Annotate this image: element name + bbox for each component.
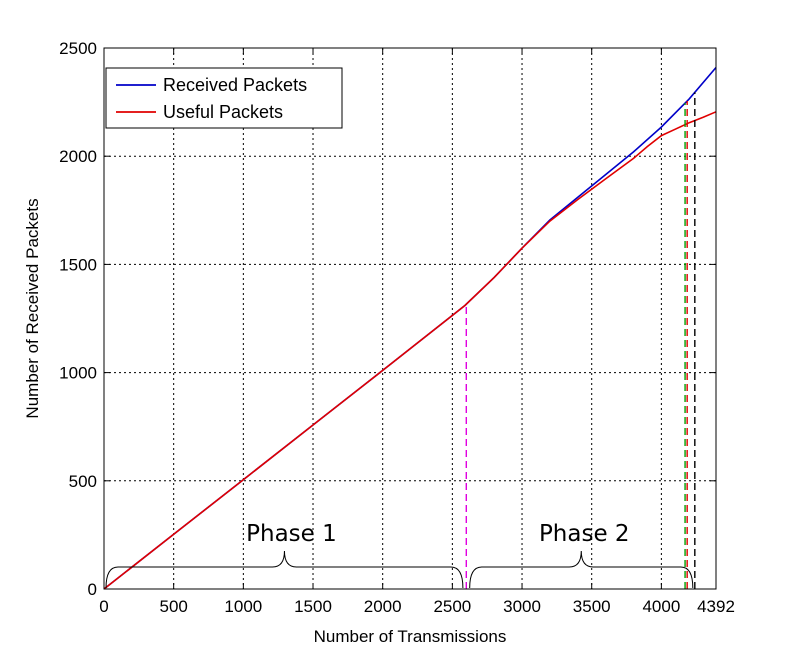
x-tick-label: 2500 (433, 597, 471, 616)
phase-label: Phase 2 (539, 521, 630, 547)
y-tick-layer: 0 500 1000 1500 2000 2500 (59, 39, 716, 599)
y-tick-label: 0 (88, 580, 97, 599)
x-tick-label: 3000 (503, 597, 541, 616)
legend-label: Received Packets (163, 75, 307, 95)
y-tick-label: 1500 (59, 255, 97, 274)
x-tick-layer: 0 500 1000 1500 2000 2500 3000 3500 4000 4392 (99, 48, 735, 616)
x-axis-title: Number of Transmissions (314, 627, 507, 646)
phase-brace (469, 550, 694, 589)
x-tick-label: 4392 (697, 597, 735, 616)
y-tick-label: 500 (69, 472, 97, 491)
x-tick-label: 4000 (642, 597, 680, 616)
vertical-marker-layer (465, 92, 696, 589)
series-line-useful-packets (103, 111, 717, 590)
y-tick-label: 1000 (59, 364, 97, 383)
x-tick-label: 3500 (573, 597, 611, 616)
y-axis-title: Number of Received Packets (23, 198, 42, 418)
annotation-layer: Phase 1 Phase 2 (105, 521, 694, 589)
y-tick-label: 2500 (59, 39, 97, 58)
x-tick-label: 0 (99, 597, 108, 616)
grid-layer (104, 48, 716, 589)
legend: Received Packets Useful Packets (105, 67, 343, 129)
series-line-received-packets (103, 66, 717, 590)
x-tick-label: 2000 (364, 597, 402, 616)
series-layer (103, 66, 717, 590)
legend-box (105, 67, 343, 129)
x-tick-label: 1500 (294, 597, 332, 616)
x-tick-label: 1000 (224, 597, 262, 616)
phase-label: Phase 1 (246, 521, 337, 547)
phase-brace (105, 550, 464, 589)
plot-frame (103, 47, 717, 590)
x-tick-label: 500 (159, 597, 187, 616)
y-tick-label: 2000 (59, 147, 97, 166)
legend-label: Useful Packets (163, 102, 283, 122)
